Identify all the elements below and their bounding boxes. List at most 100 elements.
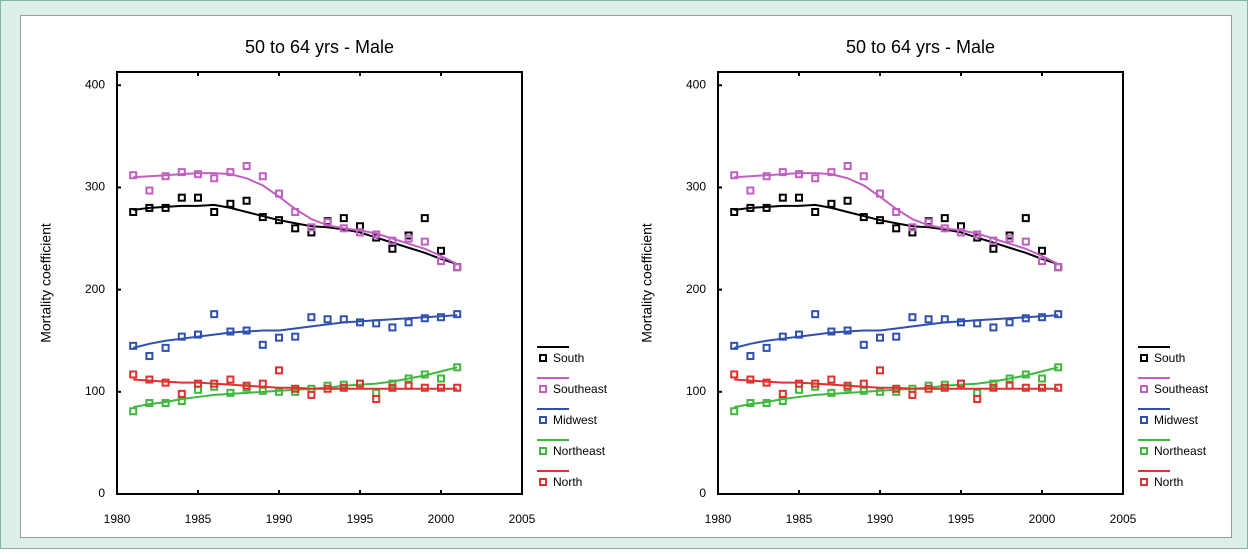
legend-label: Northeast [553, 444, 606, 458]
data-point [291, 224, 300, 233]
data-point [762, 203, 771, 212]
data-point [892, 224, 901, 233]
x-tick-label: 2000 [428, 512, 455, 526]
data-point [275, 216, 283, 225]
data-point [1021, 314, 1030, 323]
data-point [762, 399, 771, 408]
data-point [129, 370, 138, 379]
data-point [161, 343, 170, 352]
data-point [1005, 318, 1014, 327]
data-point [908, 390, 917, 399]
data-point [210, 379, 219, 388]
data-point [161, 203, 170, 212]
y-tick-label: 0 [98, 486, 105, 500]
data-point [275, 387, 283, 396]
data-point [989, 244, 998, 253]
legend-label: Northeast [1154, 444, 1207, 458]
x-tick-label: 1995 [347, 512, 374, 526]
data-point [437, 313, 445, 322]
data-point [194, 330, 202, 339]
data-point [437, 257, 445, 266]
x-tick-label: 1995 [948, 512, 975, 526]
data-point [1038, 246, 1046, 255]
x-tick-label: 2005 [1110, 512, 1137, 526]
data-point [973, 394, 982, 403]
data-point [242, 162, 251, 171]
legend-marker [539, 447, 547, 455]
data-point [291, 332, 300, 341]
data-point [258, 379, 267, 388]
data-point [811, 207, 820, 216]
data-point [989, 383, 998, 392]
legend-label: Midwest [1154, 413, 1199, 427]
legend-label: Southeast [1154, 382, 1209, 396]
data-point [859, 379, 868, 388]
data-point [1038, 313, 1046, 322]
data-point [177, 389, 186, 398]
data-point [795, 170, 803, 179]
data-point [258, 172, 267, 181]
data-point [323, 218, 332, 227]
legend-label: Midwest [553, 413, 598, 427]
data-point [404, 381, 413, 390]
data-point [404, 234, 413, 243]
data-point [145, 399, 154, 408]
y-tick-label: 100 [85, 384, 105, 398]
data-point [404, 318, 413, 327]
legend-marker [1140, 447, 1148, 455]
legend-marker [539, 385, 547, 393]
legend-marker [539, 416, 547, 424]
data-point [323, 384, 332, 393]
trend-line [133, 378, 458, 390]
data-point [892, 332, 901, 341]
y-axis-label: Mortality coefficient [38, 223, 54, 343]
data-point [989, 236, 998, 245]
data-point [420, 370, 429, 379]
data-point [226, 327, 235, 336]
data-point [129, 341, 138, 350]
data-point [194, 193, 202, 202]
data-point [307, 313, 316, 322]
data-point [827, 327, 836, 336]
data-point [388, 236, 397, 245]
data-point [924, 218, 933, 227]
data-point [827, 375, 836, 384]
data-point [307, 390, 316, 399]
legend-marker [1140, 416, 1148, 424]
data-point [1005, 374, 1014, 383]
data-point [437, 383, 445, 392]
x-tick-label: 2005 [509, 512, 536, 526]
data-point [420, 237, 429, 246]
plot-area [717, 71, 1124, 495]
data-point [778, 397, 787, 406]
data-point [811, 310, 820, 319]
data-point [1021, 383, 1030, 392]
data-point [194, 379, 202, 388]
trend-line [734, 378, 1059, 390]
data-point [437, 374, 445, 383]
legend-marker [1140, 478, 1148, 486]
data-point [843, 326, 852, 335]
data-point [1054, 363, 1063, 372]
data-point [795, 379, 803, 388]
data-point [291, 207, 300, 216]
data-point [307, 223, 316, 232]
data-point [811, 379, 820, 388]
data-point [973, 230, 982, 239]
y-tick-label: 400 [85, 77, 105, 91]
data-point [940, 224, 949, 233]
data-point [194, 170, 202, 179]
data-point [892, 207, 901, 216]
data-point [242, 196, 251, 205]
data-point [177, 168, 186, 177]
chart-title: 50 to 64 yrs - Male [245, 37, 394, 57]
data-point [404, 374, 413, 383]
data-point [746, 203, 755, 212]
data-point [1054, 263, 1063, 272]
data-point [161, 172, 170, 181]
data-point [161, 378, 170, 387]
data-point [957, 228, 965, 237]
data-point [129, 207, 138, 216]
data-point [940, 315, 949, 324]
